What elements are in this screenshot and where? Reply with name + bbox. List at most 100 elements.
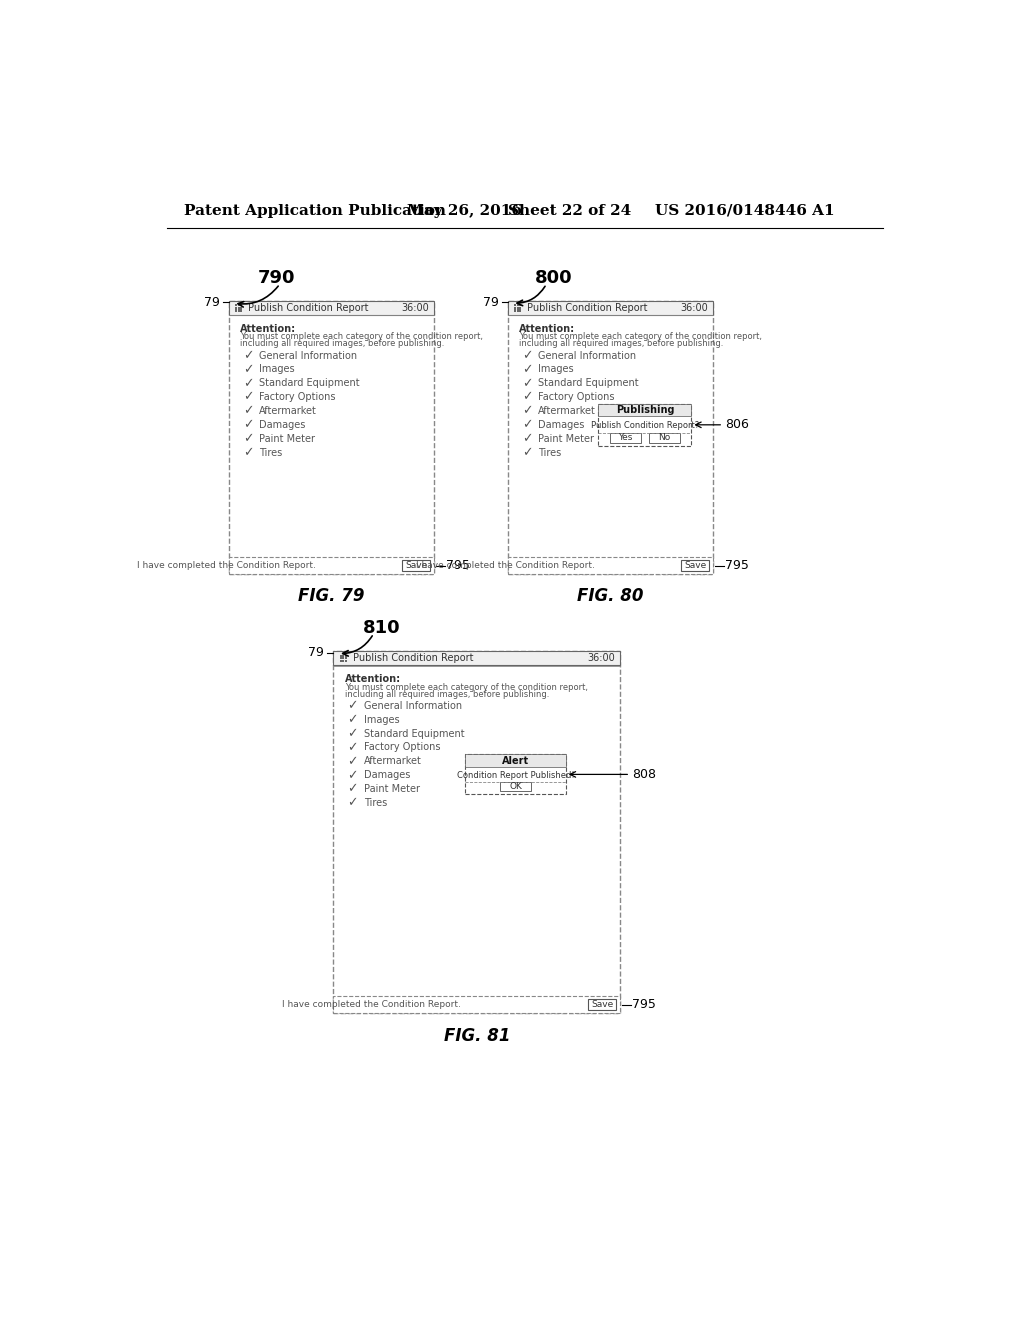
Bar bbox=[342, 655, 344, 657]
Text: FIG. 80: FIG. 80 bbox=[577, 587, 643, 605]
Bar bbox=[508, 301, 713, 314]
Text: 806: 806 bbox=[725, 418, 749, 432]
Bar bbox=[681, 561, 710, 572]
Text: ✓: ✓ bbox=[347, 700, 358, 713]
Text: ✓: ✓ bbox=[243, 418, 253, 432]
Bar bbox=[610, 433, 641, 444]
Bar bbox=[228, 301, 434, 574]
Bar bbox=[334, 997, 621, 1014]
Text: Paint Meter: Paint Meter bbox=[364, 784, 420, 795]
Bar bbox=[234, 306, 238, 309]
Text: 795: 795 bbox=[632, 998, 655, 1011]
Text: ✓: ✓ bbox=[347, 741, 358, 754]
Text: Images: Images bbox=[259, 364, 295, 375]
Text: Tires: Tires bbox=[364, 797, 387, 808]
Text: including all required images, before publishing.: including all required images, before pu… bbox=[345, 689, 549, 698]
Bar bbox=[402, 561, 430, 572]
Bar bbox=[514, 305, 516, 306]
Text: Damages: Damages bbox=[538, 420, 585, 430]
Text: OK: OK bbox=[509, 783, 522, 791]
Text: Publish Condition Report: Publish Condition Report bbox=[248, 302, 369, 313]
Text: Sheet 22 of 24: Sheet 22 of 24 bbox=[508, 203, 631, 218]
Text: ✓: ✓ bbox=[243, 348, 253, 362]
Text: including all required images, before publishing.: including all required images, before pu… bbox=[241, 339, 444, 348]
Bar bbox=[228, 557, 434, 574]
Text: Standard Equipment: Standard Equipment bbox=[259, 379, 359, 388]
Text: Publish Condition Report: Publish Condition Report bbox=[352, 653, 473, 663]
Text: Alert: Alert bbox=[502, 755, 529, 766]
Text: ✓: ✓ bbox=[522, 391, 532, 404]
Bar bbox=[649, 433, 680, 444]
Bar bbox=[500, 781, 531, 792]
Text: US 2016/0148446 A1: US 2016/0148446 A1 bbox=[655, 203, 835, 218]
Text: Factory Options: Factory Options bbox=[364, 742, 440, 752]
Text: Attention:: Attention: bbox=[519, 323, 575, 334]
Text: ✓: ✓ bbox=[347, 783, 358, 796]
Text: 795: 795 bbox=[445, 560, 470, 573]
Text: General Information: General Information bbox=[538, 351, 636, 360]
Text: 79: 79 bbox=[308, 647, 324, 659]
Text: Factory Options: Factory Options bbox=[538, 392, 614, 403]
Text: You must complete each category of the condition report,: You must complete each category of the c… bbox=[241, 333, 483, 342]
Text: Condition Report Published!: Condition Report Published! bbox=[457, 771, 574, 780]
Text: Tires: Tires bbox=[259, 447, 283, 458]
Text: Publish Condition Report?: Publish Condition Report? bbox=[591, 421, 699, 430]
Bar bbox=[228, 301, 434, 314]
Bar bbox=[519, 309, 521, 312]
Text: ✓: ✓ bbox=[243, 376, 253, 389]
Bar bbox=[516, 305, 519, 306]
Text: Factory Options: Factory Options bbox=[259, 392, 336, 403]
Text: ✓: ✓ bbox=[522, 404, 532, 417]
Text: Aftermarket: Aftermarket bbox=[364, 756, 422, 767]
Text: 79: 79 bbox=[482, 296, 499, 309]
Text: ✓: ✓ bbox=[243, 404, 253, 417]
Text: ✓: ✓ bbox=[522, 418, 532, 432]
Text: ✓: ✓ bbox=[243, 446, 253, 459]
Bar bbox=[516, 306, 519, 309]
Bar bbox=[345, 660, 347, 663]
Text: I have completed the Condition Report.: I have completed the Condition Report. bbox=[283, 1001, 461, 1008]
Text: 36:00: 36:00 bbox=[681, 302, 709, 313]
Text: Save: Save bbox=[684, 561, 707, 570]
Text: ✓: ✓ bbox=[243, 363, 253, 376]
Bar bbox=[519, 305, 521, 306]
Text: Images: Images bbox=[364, 714, 399, 725]
Bar bbox=[508, 557, 713, 574]
Text: 810: 810 bbox=[362, 619, 400, 638]
Text: Tires: Tires bbox=[538, 447, 561, 458]
Text: I have completed the Condition Report.: I have completed the Condition Report. bbox=[416, 561, 595, 570]
Text: Aftermarket: Aftermarket bbox=[538, 407, 596, 416]
Text: Images: Images bbox=[538, 364, 573, 375]
Text: May 26, 2016: May 26, 2016 bbox=[407, 203, 522, 218]
Bar bbox=[238, 309, 240, 312]
Text: 795: 795 bbox=[725, 560, 749, 573]
Text: 800: 800 bbox=[535, 269, 572, 286]
Bar bbox=[519, 306, 521, 309]
Text: Aftermarket: Aftermarket bbox=[259, 407, 316, 416]
Bar bbox=[340, 655, 342, 657]
Bar bbox=[345, 655, 347, 657]
Text: You must complete each category of the condition report,: You must complete each category of the c… bbox=[345, 682, 588, 692]
Text: ✓: ✓ bbox=[243, 391, 253, 404]
Text: 79: 79 bbox=[204, 296, 219, 309]
Bar bbox=[234, 305, 238, 306]
Text: Patent Application Publication: Patent Application Publication bbox=[183, 203, 445, 218]
Bar bbox=[234, 309, 238, 312]
Bar bbox=[342, 660, 344, 663]
Text: I have completed the Condition Report.: I have completed the Condition Report. bbox=[137, 561, 316, 570]
Bar bbox=[465, 755, 566, 795]
Text: ✓: ✓ bbox=[243, 432, 253, 445]
Text: Paint Meter: Paint Meter bbox=[538, 434, 594, 444]
Bar bbox=[238, 306, 240, 309]
Text: ✓: ✓ bbox=[347, 713, 358, 726]
Text: including all required images, before publishing.: including all required images, before pu… bbox=[519, 339, 724, 348]
Bar bbox=[238, 305, 240, 306]
Bar bbox=[240, 306, 243, 309]
Bar bbox=[516, 309, 519, 312]
Text: ✓: ✓ bbox=[522, 348, 532, 362]
Bar bbox=[240, 305, 243, 306]
Text: Attention:: Attention: bbox=[345, 675, 401, 684]
Bar bbox=[345, 657, 347, 660]
Text: 808: 808 bbox=[632, 768, 655, 781]
Text: General Information: General Information bbox=[364, 701, 462, 711]
